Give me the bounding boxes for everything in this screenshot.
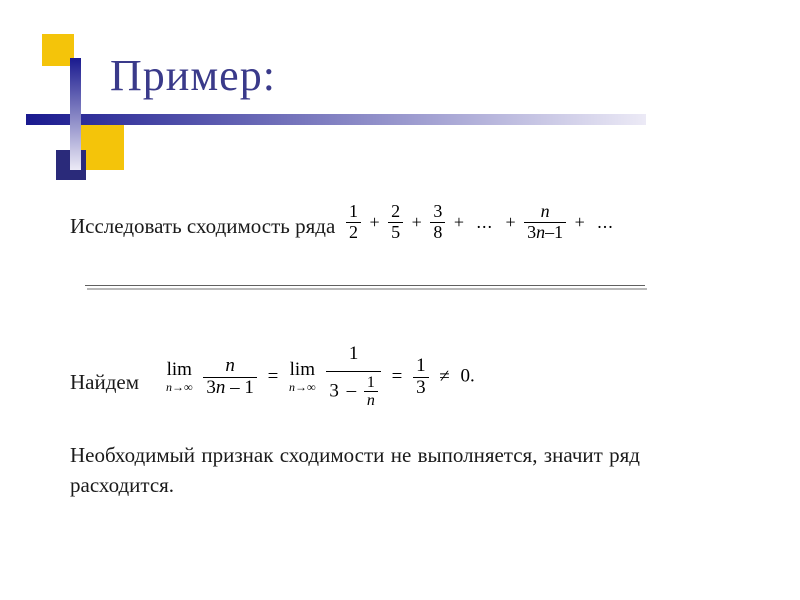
find-label: Найдем xyxy=(70,370,139,395)
decorative-bars xyxy=(0,0,800,300)
plus-icon: + xyxy=(454,212,464,233)
equals: = xyxy=(392,366,403,388)
series-formula: 1 2 + 2 5 + 3 8 + ... + n 3n–1 + ... xyxy=(346,202,618,243)
conclusion-text: Необходимый признак сходимости не выполн… xyxy=(70,440,640,501)
equals: = xyxy=(268,366,279,388)
divider-line xyxy=(85,285,645,286)
lim-1: lim n→∞ xyxy=(166,359,193,395)
zero: 0. xyxy=(461,365,475,386)
lim-2: lim n→∞ xyxy=(289,359,316,395)
not-equal: ≠ xyxy=(439,366,449,388)
plus-icon: + xyxy=(575,212,585,233)
series-term-2: 2 5 xyxy=(388,202,403,243)
nested-frac: 1 n xyxy=(364,374,378,410)
plus-icon: + xyxy=(370,212,380,233)
series-term-3: 3 8 xyxy=(430,202,445,243)
divider-shadow xyxy=(87,288,647,290)
series-general-term: n 3n–1 xyxy=(524,202,566,243)
series-term-1: 1 2 xyxy=(346,202,361,243)
ellipsis: ... xyxy=(476,212,493,233)
lim-frac-1: n 3n – 1 xyxy=(203,356,257,399)
slide-title: Пример: xyxy=(110,50,276,101)
plus-icon: + xyxy=(505,212,515,233)
task-label: Исследовать сходимость ряда xyxy=(70,214,335,239)
result-frac: 1 3 xyxy=(413,356,429,399)
plus-icon: + xyxy=(412,212,422,233)
slide-root: Пример: Исследовать сходимость ряда 1 2 … xyxy=(0,0,800,600)
limit-formula: lim n→∞ n 3n – 1 = lim n→∞ 1 3 – 1 n = 1 xyxy=(166,344,475,410)
ellipsis: ... xyxy=(597,212,614,233)
lim-frac-2: 1 3 – 1 n xyxy=(326,344,381,410)
